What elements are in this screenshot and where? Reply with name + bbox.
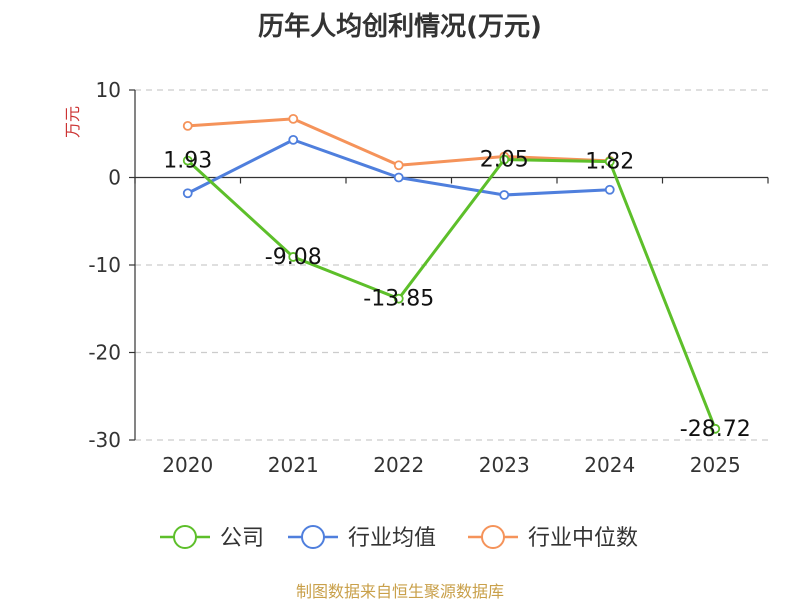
legend-marker (481, 525, 505, 549)
data-point (499, 190, 510, 200)
source-note: 制图数据来自恒生聚源数据库 (295, 582, 504, 601)
data-label: -13.85 (363, 287, 434, 312)
chart-title: 历年人均创利情况(万元) (258, 12, 542, 42)
y-tick-label: -20 (88, 341, 121, 365)
data-point (182, 120, 193, 131)
legend-item-2: 行业中位数 (468, 525, 638, 551)
y-axis-label: 万元 (63, 106, 82, 138)
data-label: 2.05 (480, 148, 529, 173)
data-point (710, 423, 721, 434)
legend-item-1: 行业均值 (288, 525, 436, 551)
legend: 公司 行业均值 行业中位数 (160, 525, 638, 551)
x-tick-label: 2024 (584, 453, 635, 477)
data-point (182, 188, 193, 199)
y-tick-label: 10 (96, 78, 121, 102)
series-lines (182, 113, 721, 434)
x-tick-label: 2020 (162, 453, 213, 477)
x-tick-label: 2022 (373, 453, 424, 477)
data-point (499, 154, 510, 165)
data-label: 1.93 (163, 149, 212, 174)
legend-label: 公司 (220, 526, 264, 551)
x-tick-label: 2021 (268, 453, 319, 477)
data-point (393, 160, 404, 171)
data-label: 1.82 (585, 150, 634, 175)
series-line-2 (187, 117, 610, 167)
legend-marker (301, 525, 325, 549)
legend-label: 行业均值 (348, 526, 436, 551)
data-label: -28.72 (680, 417, 751, 442)
axes: 10 0 -10 -20 -30 2020 2021 2022 2023 2024 2025 万元 (63, 78, 769, 477)
data-point (393, 172, 404, 183)
data-point (393, 293, 404, 304)
data-label: -9.08 (265, 245, 322, 270)
legend-marker (173, 525, 197, 549)
x-tick-label: 2025 (690, 453, 741, 477)
series-line-0 (186, 158, 717, 430)
legend-label: 行业中位数 (528, 526, 638, 551)
y-tick-label: -30 (88, 428, 121, 452)
data-point (288, 134, 299, 145)
x-tick-label: 2023 (479, 453, 530, 477)
data-point (288, 113, 299, 124)
grid-lines (135, 89, 768, 441)
data-point (604, 184, 615, 195)
data-labels: 1.93 -9.08 -13.85 2.05 1.82 -28.72 (163, 148, 750, 442)
legend-item-0: 公司 (160, 525, 264, 551)
y-tick-label: 0 (108, 166, 121, 190)
y-tick-label: -10 (88, 253, 121, 277)
data-point (604, 156, 615, 167)
data-point (182, 155, 193, 166)
data-point (288, 252, 299, 262)
